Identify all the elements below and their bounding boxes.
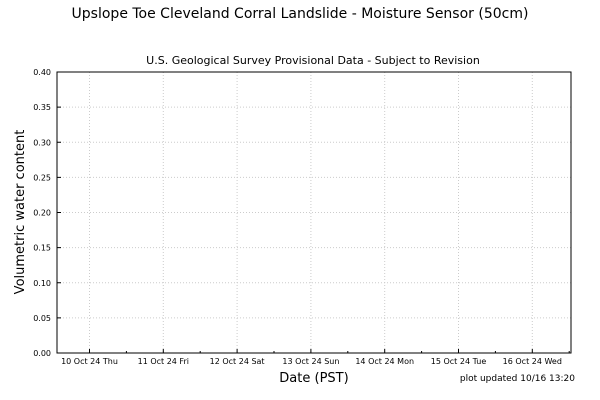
y-tick-label: 0.20 [33, 209, 51, 218]
x-tick-label: 12 Oct 24 Sat [210, 357, 265, 366]
chart-subtitle: U.S. Geological Survey Provisional Data … [146, 54, 480, 67]
y-axis-label: Volumetric water content [13, 130, 28, 295]
y-tick-label: 0.35 [33, 103, 51, 112]
y-tick-label: 0.15 [33, 244, 51, 253]
plot-area-frame [56, 71, 572, 354]
y-axis: 0.00 0.05 0.10 0.15 0.20 0.25 0.30 0.35 0.40 [33, 68, 61, 358]
x-tick-label: 15 Oct 24 Tue [431, 357, 487, 366]
x-tick-label: 16 Oct 24 Wed [503, 357, 562, 366]
y-tick-label: 0.30 [33, 138, 51, 147]
x-axis-label: Date (PST) [279, 371, 348, 386]
x-tick-label: 14 Oct 24 Mon [355, 357, 414, 366]
y-tick-label: 0.05 [33, 314, 51, 323]
grid [57, 72, 571, 353]
y-tick-label: 0.40 [33, 68, 51, 77]
plot-updated-note: plot updated 10/16 13:20 [460, 374, 575, 384]
figure-title: Upslope Toe Cleveland Corral Landslide -… [71, 6, 529, 22]
x-tick-label: 10 Oct 24 Thu [61, 357, 118, 366]
x-axis: 10 Oct 24 Thu 11 Oct 24 Fri 12 Oct 24 Sat 1… [61, 349, 570, 366]
y-tick-label: 0.00 [33, 349, 51, 358]
y-tick-label: 0.25 [33, 173, 51, 182]
x-tick-label: 11 Oct 24 Fri [138, 357, 189, 366]
x-tick-label: 13 Oct 24 Sun [282, 357, 339, 366]
y-tick-label: 0.10 [33, 279, 51, 288]
